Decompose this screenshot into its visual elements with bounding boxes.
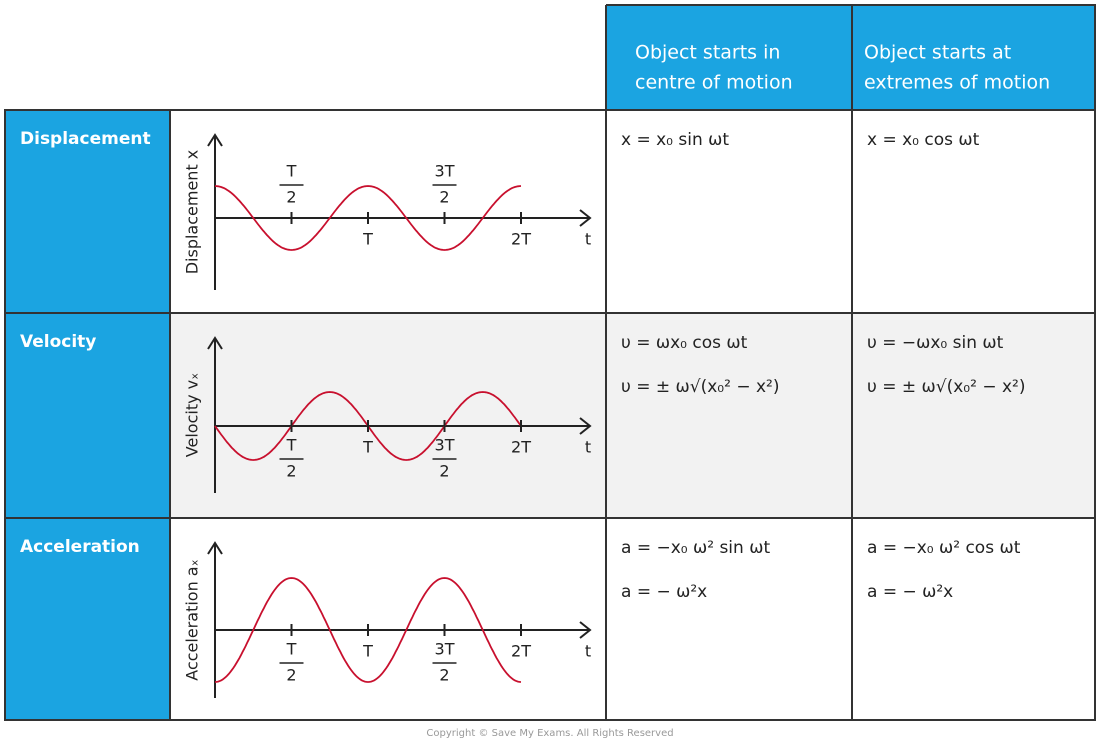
equation: x = x₀ sin ωt [621, 130, 729, 150]
curve [214, 185, 522, 251]
header-cell [606, 5, 852, 110]
tick-label: T [362, 230, 373, 249]
row-label-column [5, 110, 170, 720]
x-axis-label: t [585, 230, 591, 249]
equation: υ = ωx₀ cos ωt [621, 333, 748, 353]
tick-label: T [286, 162, 297, 181]
y-axis [207, 336, 223, 493]
header-text: Object starts in [635, 42, 780, 64]
tick-label: T [362, 642, 373, 661]
tick-label: 2 [439, 462, 449, 481]
tick-label: 2T [511, 642, 531, 661]
tick-label: 2 [439, 188, 449, 207]
shaded-row [170, 313, 1095, 518]
tick-label: 2T [511, 230, 531, 249]
row-label: Acceleration [20, 537, 140, 557]
y-axis-label: Velocity vₓ [183, 373, 202, 457]
tick-label: 2 [286, 666, 296, 685]
equation: υ = ± ω√(x₀² − x²) [867, 377, 1026, 397]
equation: a = − ω²x [621, 582, 707, 602]
equation: υ = −ωx₀ sin ωt [867, 333, 1004, 353]
y-axis [207, 133, 223, 290]
row-label: Displacement [20, 129, 151, 149]
tick-label: T [362, 438, 373, 457]
tick-label: T [286, 436, 297, 455]
tick-label: 2 [286, 188, 296, 207]
header-text: centre of motion [635, 72, 793, 94]
tick-label: 3T [435, 436, 455, 455]
row-label: Velocity [20, 332, 96, 352]
tick-label: 3T [435, 640, 455, 659]
tick-label: 2 [286, 462, 296, 481]
x-axis-label: t [585, 438, 591, 457]
tick-label: 3T [435, 162, 455, 181]
equation: a = −x₀ ω² sin ωt [621, 538, 770, 558]
tick-label: 2T [511, 438, 531, 457]
equation: a = −x₀ ω² cos ωt [867, 538, 1021, 558]
y-axis-label: Acceleration aₓ [183, 559, 202, 680]
equation: a = − ω²x [867, 582, 953, 602]
header-cell [852, 5, 1095, 110]
y-axis [207, 541, 223, 698]
equation: x = x₀ cos ωt [867, 130, 980, 150]
header-text: Object starts at [864, 42, 1011, 64]
x-axis [215, 621, 592, 639]
tick-label: 2 [439, 666, 449, 685]
header-text: extremes of motion [864, 72, 1050, 94]
y-axis-label: Displacement x [183, 150, 202, 275]
curve [214, 577, 522, 683]
x-axis [215, 209, 592, 227]
x-axis [215, 417, 592, 435]
tick-label: T [286, 640, 297, 659]
copyright: Copyright © Save My Exams. All Rights Re… [426, 728, 673, 739]
grid [4, 4, 1096, 721]
equation: υ = ± ω√(x₀² − x²) [621, 377, 780, 397]
x-axis-label: t [585, 642, 591, 661]
